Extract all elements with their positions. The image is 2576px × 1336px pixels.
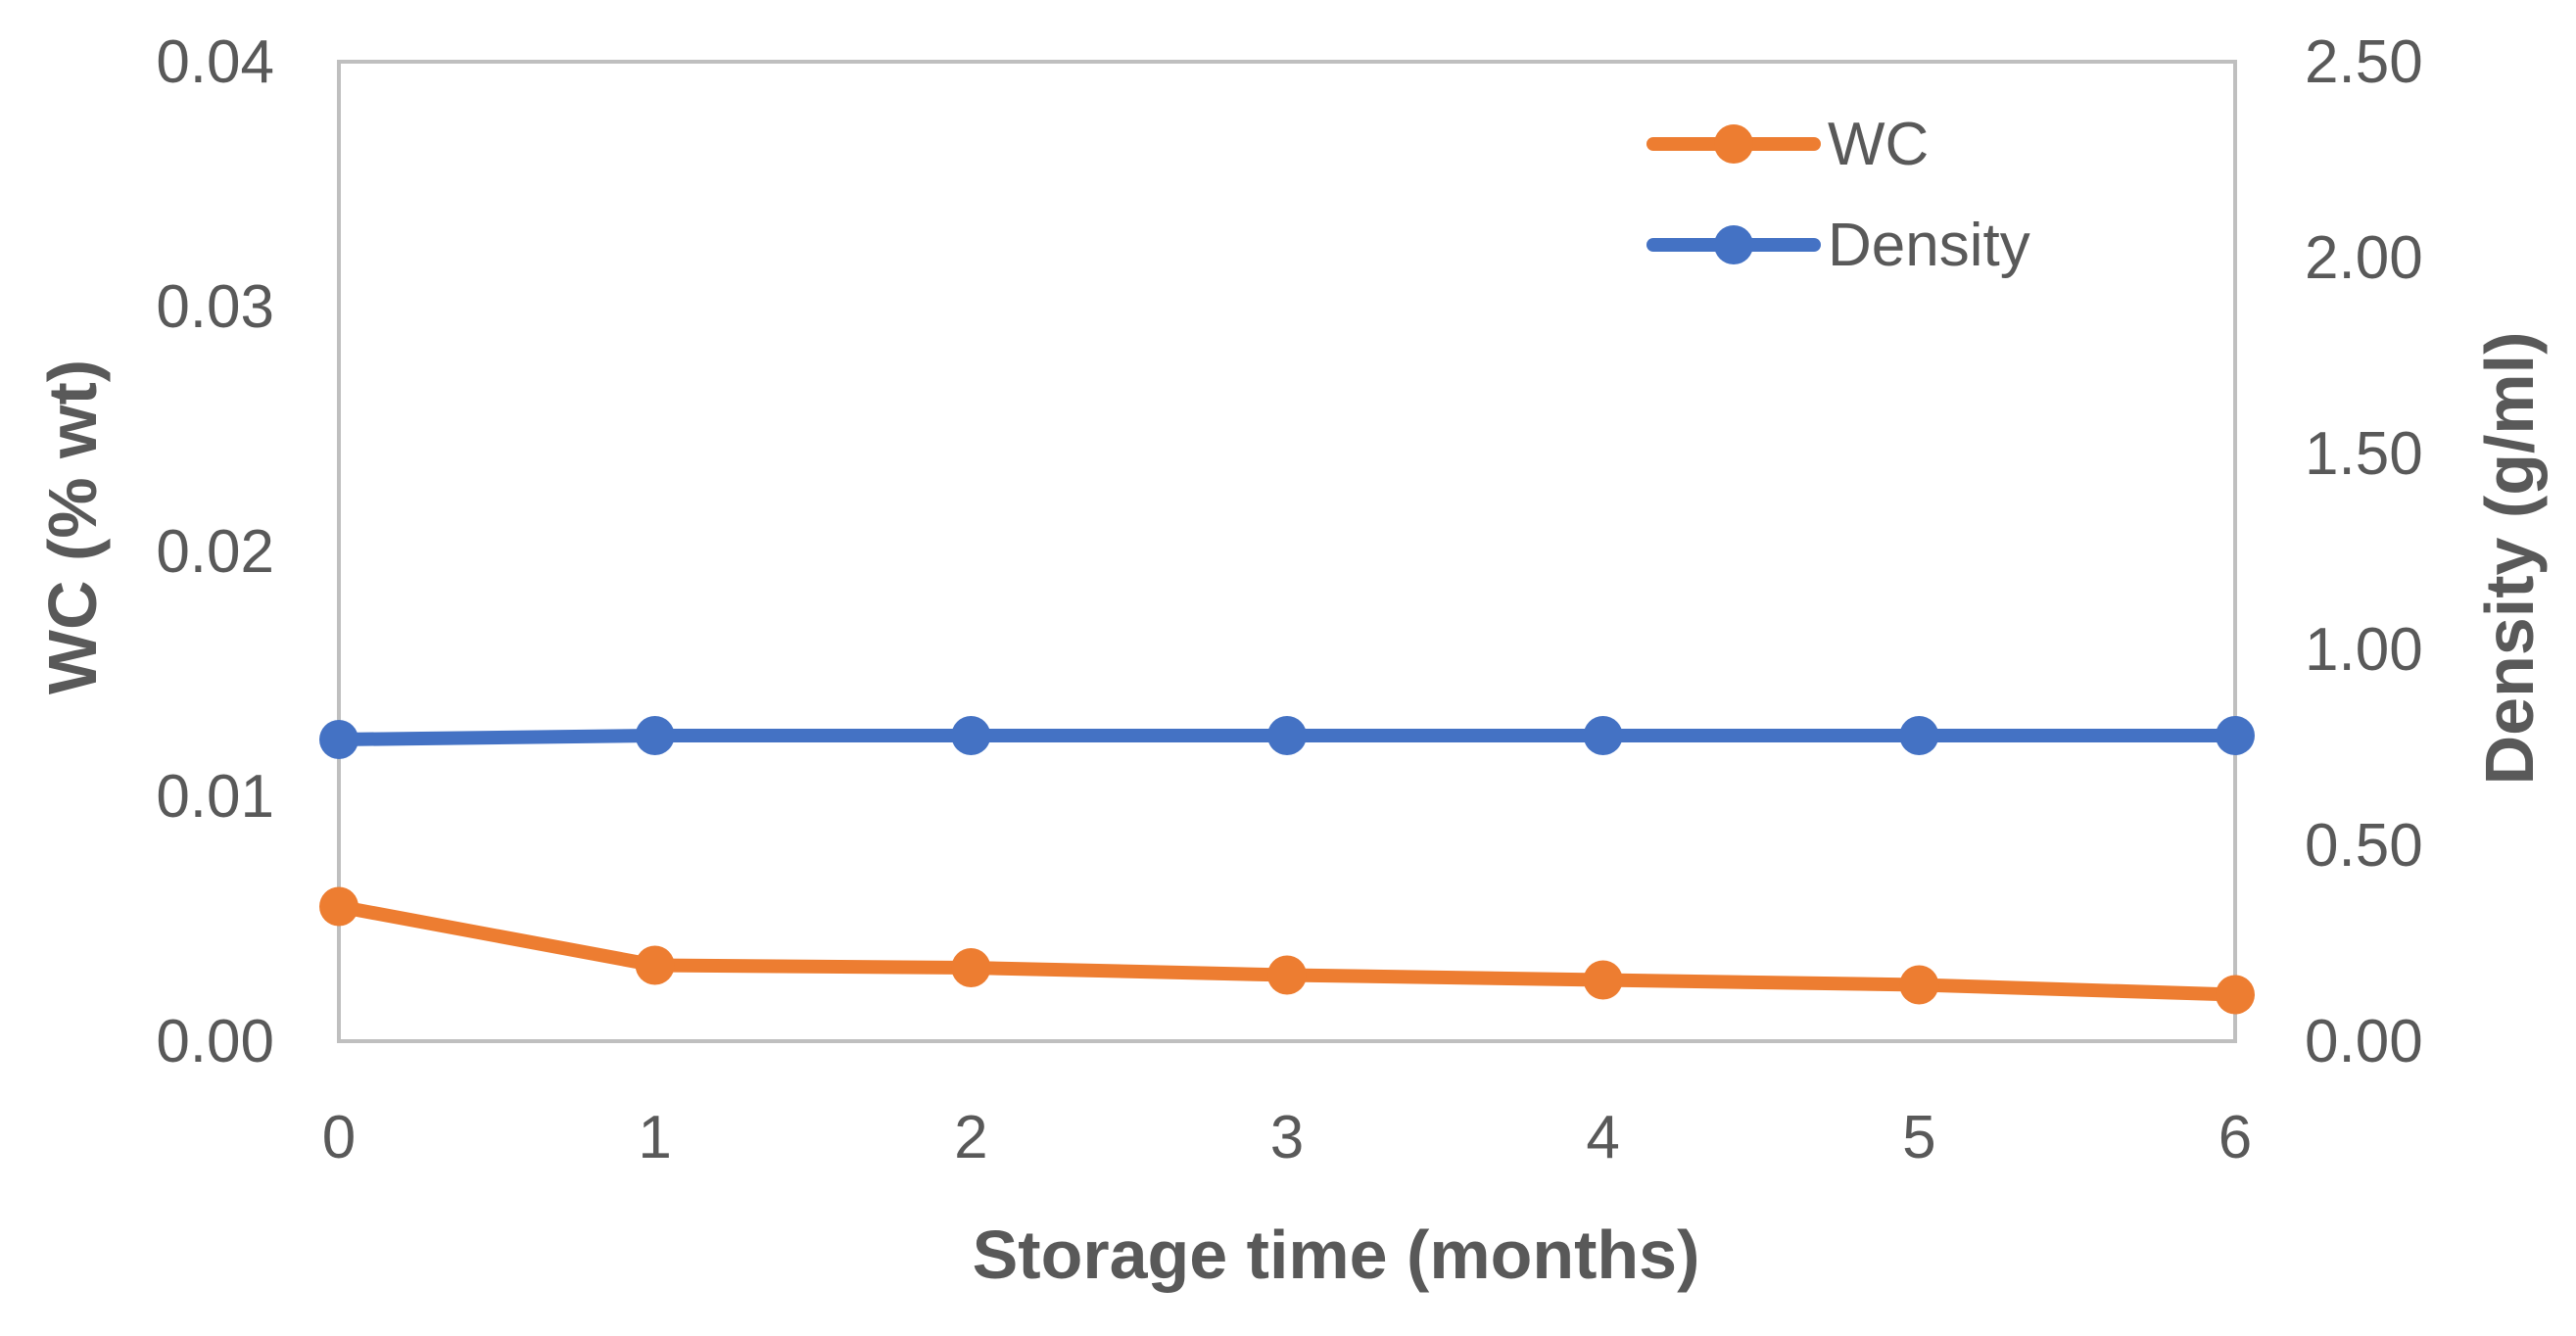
x-tick-label-3: 3 <box>1270 1104 1304 1171</box>
series-layer <box>319 716 2255 1015</box>
data-point-wc-0 <box>319 886 358 927</box>
data-point-wc-6 <box>2216 975 2255 1015</box>
data-point-wc-5 <box>1899 965 1939 1005</box>
y-left-tick-label-4: 0.04 <box>156 28 274 96</box>
x-tick-label-2: 2 <box>954 1104 987 1171</box>
x-axis-ticks: 0 1 2 3 4 5 6 <box>322 1104 2252 1171</box>
y-right-tick-label-3: 1.50 <box>2305 420 2423 488</box>
y-right-tick-label-0: 0.00 <box>2305 1008 2423 1075</box>
legend-item-density: Density <box>1646 212 2030 279</box>
legend-item-wc: WC <box>1646 111 1929 178</box>
x-tick-label-1: 1 <box>638 1104 671 1171</box>
y-left-tick-label-3: 0.03 <box>156 273 274 341</box>
y-left-tick-label-1: 0.01 <box>156 763 274 831</box>
x-tick-label-4: 4 <box>1586 1104 1619 1171</box>
left-axis-ticks: 0.00 0.01 0.02 0.03 0.04 <box>156 28 274 1075</box>
y-axis-left-title: WC (% wt) <box>34 359 111 694</box>
data-point-wc-4 <box>1583 960 1623 1000</box>
legend-label-density: Density <box>1828 212 2030 279</box>
right-axis-ticks: 0.00 0.50 1.00 1.50 2.00 2.50 <box>2305 28 2423 1075</box>
x-tick-label-0: 0 <box>322 1104 356 1171</box>
plot-area-frame <box>337 60 2237 1043</box>
y-axis-right-title: Density (g/ml) <box>2471 332 2548 786</box>
legend-label-wc: WC <box>1828 111 1929 178</box>
y-right-tick-label-4: 2.00 <box>2305 224 2423 292</box>
legend: WC Density <box>1646 111 2030 279</box>
x-tick-label-6: 6 <box>2218 1104 2252 1171</box>
legend-swatch-density-marker <box>1714 225 1753 264</box>
data-point-density-1 <box>635 716 675 755</box>
legend-swatch-wc-marker <box>1714 124 1753 164</box>
x-tick-label-5: 5 <box>1902 1104 1935 1171</box>
data-point-density-4 <box>1583 716 1623 755</box>
y-right-tick-label-2: 1.00 <box>2305 616 2423 684</box>
data-point-wc-3 <box>1267 955 1307 995</box>
y-right-tick-label-5: 2.50 <box>2305 28 2423 96</box>
y-right-tick-label-1: 0.50 <box>2305 812 2423 880</box>
x-axis-title: Storage time (months) <box>973 1217 1700 1293</box>
data-point-density-5 <box>1899 716 1939 755</box>
data-point-density-3 <box>1267 716 1307 755</box>
y-left-tick-label-0: 0.00 <box>156 1008 274 1075</box>
data-point-density-2 <box>951 716 991 755</box>
data-point-density-0 <box>319 720 358 759</box>
data-point-density-6 <box>2216 716 2255 755</box>
y-left-tick-label-2: 0.02 <box>156 518 274 586</box>
data-point-wc-1 <box>635 945 675 985</box>
data-point-wc-2 <box>951 948 991 987</box>
